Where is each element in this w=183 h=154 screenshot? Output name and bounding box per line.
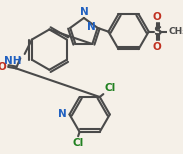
Text: N: N xyxy=(58,109,67,120)
Text: N: N xyxy=(80,6,88,16)
Text: O: O xyxy=(153,42,162,52)
Text: S: S xyxy=(153,25,162,38)
Text: O: O xyxy=(153,12,162,22)
Text: O: O xyxy=(0,62,6,72)
Text: Cl: Cl xyxy=(72,138,84,148)
Text: NH: NH xyxy=(4,56,22,66)
Text: CH₃: CH₃ xyxy=(168,27,183,36)
Text: Cl: Cl xyxy=(104,83,115,93)
Text: N: N xyxy=(87,22,95,32)
